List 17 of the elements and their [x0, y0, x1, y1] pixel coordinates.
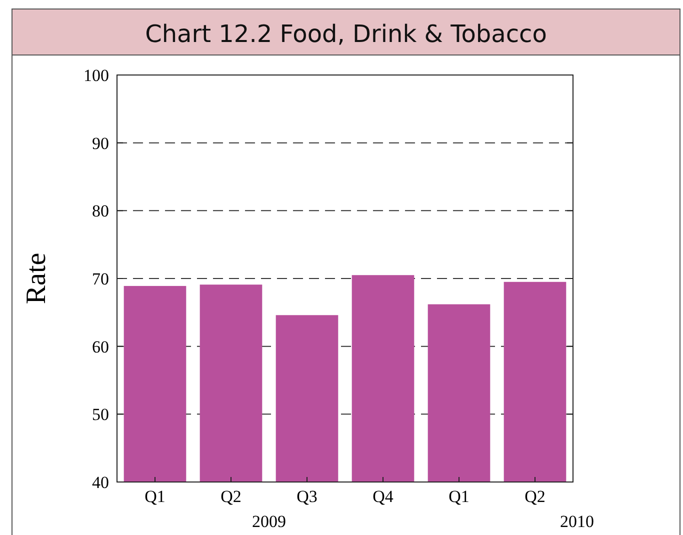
x-tick-label: Q2	[220, 487, 242, 506]
text: 2009	[252, 512, 286, 531]
y-tick-label: 50	[92, 405, 109, 424]
y-tick-label: 40	[92, 472, 109, 492]
x-tick-label: Q2	[524, 487, 546, 506]
x-tick-label: Q4	[372, 487, 394, 506]
y-tick-label: 80	[92, 202, 109, 221]
y-tick-label: 100	[84, 66, 109, 85]
y-axis-title: Rate	[21, 252, 52, 304]
x-tick-label: Q3	[296, 487, 318, 506]
text: 2010	[560, 512, 594, 531]
y-tick-label: 90	[92, 134, 109, 153]
x-tick-label: Q1	[448, 487, 470, 506]
x-tick-label: Q1	[144, 487, 166, 506]
y-tick-label: 60	[92, 337, 109, 356]
y-tick-label: 70	[92, 269, 109, 288]
chart-title: Chart 12.2 Food, Drink & Tobacco	[145, 20, 547, 48]
